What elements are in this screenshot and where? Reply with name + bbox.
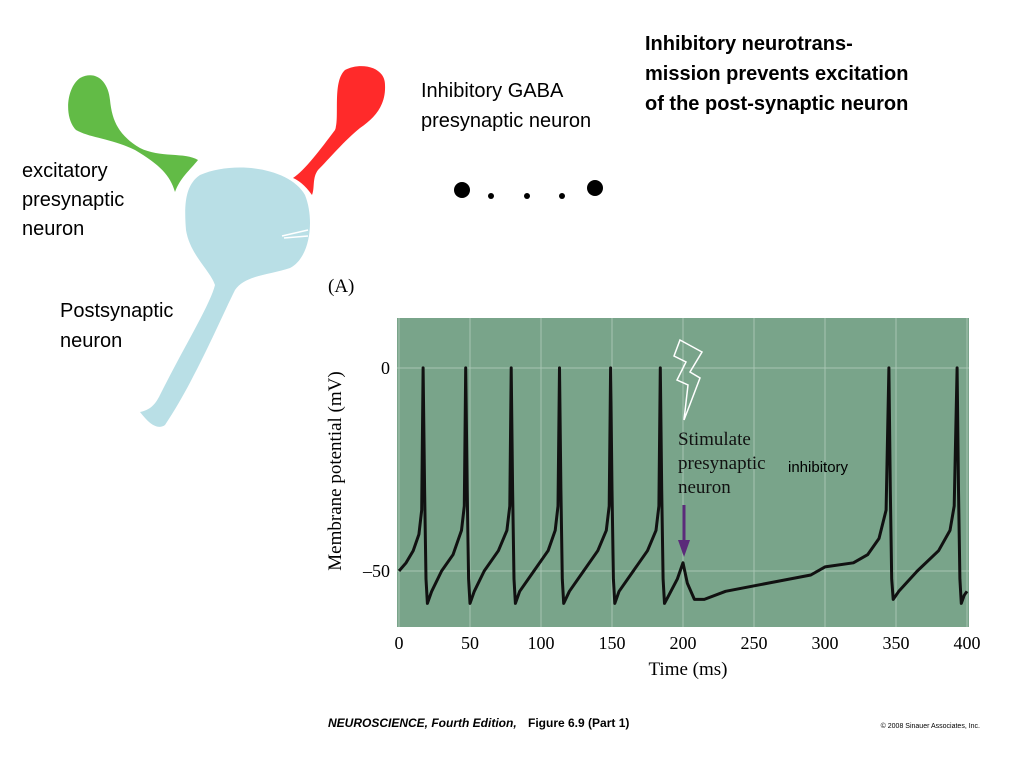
dot	[524, 193, 530, 199]
dot	[559, 193, 565, 199]
heading-line: of the post-synaptic neuron	[645, 93, 908, 115]
copyright: © 2008 Sinauer Associates, Inc.	[881, 722, 980, 730]
trace-line	[397, 366, 969, 605]
annotation-overlay: inhibitory	[788, 459, 849, 476]
synapse-mark	[281, 229, 309, 239]
dot	[454, 182, 470, 198]
stimulus-arrowhead	[678, 540, 690, 557]
x-tick-label: 50	[461, 633, 479, 653]
excitatory-label: neuron	[22, 218, 84, 240]
postsynaptic-label: Postsynaptic	[60, 300, 173, 322]
heading-line: mission prevents excitation	[645, 63, 908, 85]
x-tick-label: 150	[599, 633, 626, 653]
panel-label: (A)	[328, 276, 354, 297]
annotation-line: Stimulate	[678, 429, 751, 450]
annotation-line: neuron	[678, 477, 731, 498]
postsynaptic-neuron	[140, 167, 310, 427]
excitatory-label: presynaptic	[22, 189, 124, 211]
dot	[488, 193, 494, 199]
excitatory-neuron	[68, 75, 198, 192]
inhibitory-neuron	[293, 66, 386, 195]
x-tick-label: 400	[954, 633, 981, 653]
caption-italic: NEUROSCIENCE, Fourth Edition,	[328, 716, 517, 730]
inhibitory-label: Inhibitory GABA	[421, 80, 564, 102]
x-tick-label: 100	[528, 633, 555, 653]
inhibitory-label: presynaptic neuron	[421, 110, 591, 132]
y-tick-label: 0	[381, 358, 390, 378]
x-tick-label: 350	[883, 633, 910, 653]
y-axis-title: Membrane potential (mV)	[325, 371, 346, 570]
annotation-line: presynaptic	[678, 453, 766, 474]
postsynaptic-label: neuron	[60, 330, 122, 352]
excitatory-label: excitatory	[22, 160, 108, 182]
x-tick-label: 0	[395, 633, 404, 653]
x-axis-title: Time (ms)	[648, 659, 727, 680]
dot	[587, 180, 603, 196]
x-tick-label: 300	[812, 633, 839, 653]
y-tick-label: –50	[362, 561, 390, 581]
heading-line: Inhibitory neurotrans-	[645, 33, 853, 55]
x-tick-label: 200	[670, 633, 697, 653]
caption-rest: Figure 6.9 (Part 1)	[528, 716, 629, 730]
x-tick-label: 250	[741, 633, 768, 653]
stimulus-bolt	[673, 338, 704, 421]
